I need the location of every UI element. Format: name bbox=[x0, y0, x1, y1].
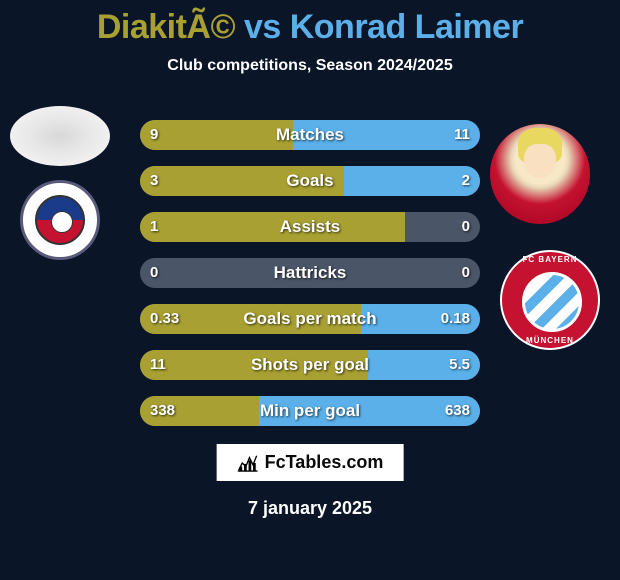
title-player-right: Konrad Laimer bbox=[290, 8, 523, 46]
player-right-photo bbox=[490, 124, 590, 224]
stat-row: 00Hattricks bbox=[140, 258, 480, 288]
club-right-text-top: FC BAYERN bbox=[502, 255, 598, 264]
bar-left bbox=[140, 350, 368, 380]
bar-track bbox=[140, 258, 480, 288]
bar-track bbox=[140, 350, 480, 380]
bar-track bbox=[140, 212, 480, 242]
value-right: 0 bbox=[462, 258, 470, 288]
bar-left bbox=[140, 120, 293, 150]
chart-icon bbox=[237, 454, 259, 472]
bar-track bbox=[140, 396, 480, 426]
stat-row: 338638Min per goal bbox=[140, 396, 480, 426]
bar-left bbox=[140, 166, 344, 196]
value-left: 0 bbox=[150, 258, 158, 288]
bar-right bbox=[344, 166, 480, 196]
bar-left bbox=[140, 212, 405, 242]
club-left-logo bbox=[20, 180, 100, 260]
value-right: 5.5 bbox=[449, 350, 470, 380]
source-badge: FcTables.com bbox=[217, 444, 404, 481]
title-player-left: DiakitÃ© bbox=[97, 8, 235, 46]
stat-row: 115.5Shots per goal bbox=[140, 350, 480, 380]
comparison-chart: 911Matches32Goals10Assists00Hattricks0.3… bbox=[140, 120, 480, 442]
value-right: 2 bbox=[462, 166, 470, 196]
stat-row: 32Goals bbox=[140, 166, 480, 196]
club-right-text-bottom: MÜNCHEN bbox=[502, 336, 598, 345]
subtitle: Club competitions, Season 2024/2025 bbox=[0, 57, 620, 75]
stat-row: 911Matches bbox=[140, 120, 480, 150]
value-left: 0.33 bbox=[150, 304, 179, 334]
stat-row: 0.330.18Goals per match bbox=[140, 304, 480, 334]
value-right: 638 bbox=[445, 396, 470, 426]
value-right: 11 bbox=[454, 120, 470, 150]
value-right: 0 bbox=[462, 212, 470, 242]
source-text: FcTables.com bbox=[265, 452, 384, 473]
page-title: DiakitÃ© vs Konrad Laimer bbox=[0, 0, 620, 47]
value-left: 338 bbox=[150, 396, 175, 426]
bar-right bbox=[293, 120, 480, 150]
value-left: 1 bbox=[150, 212, 158, 242]
footer-date: 7 january 2025 bbox=[0, 498, 620, 519]
value-right: 0.18 bbox=[441, 304, 470, 334]
club-right-logo: FC BAYERN MÜNCHEN bbox=[500, 250, 600, 350]
value-left: 9 bbox=[150, 120, 158, 150]
bar-track bbox=[140, 166, 480, 196]
player-left-photo bbox=[10, 106, 110, 166]
bar-track bbox=[140, 120, 480, 150]
value-left: 3 bbox=[150, 166, 158, 196]
stat-row: 10Assists bbox=[140, 212, 480, 242]
bar-track bbox=[140, 304, 480, 334]
value-left: 11 bbox=[150, 350, 166, 380]
title-vs: vs bbox=[235, 8, 290, 46]
